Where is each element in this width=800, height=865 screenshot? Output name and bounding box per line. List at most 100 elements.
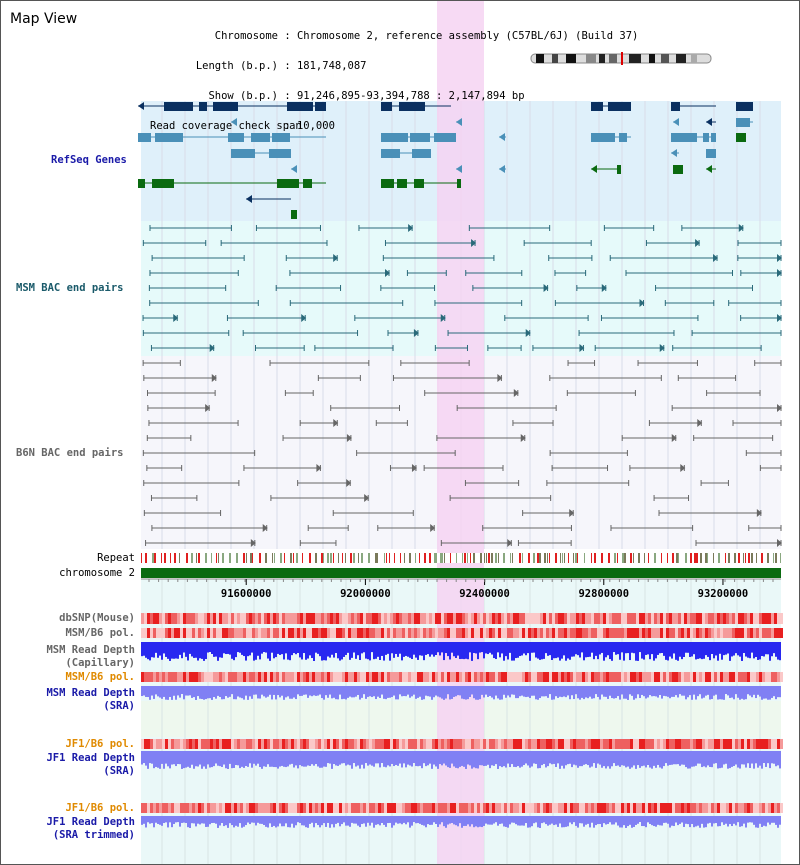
msm-depth-capillary-bar (179, 642, 181, 655)
jf1-depth-trimmed-bar (399, 816, 401, 824)
refseq-genes-label[interactable]: RefSeq Genes (51, 154, 127, 166)
dbsnp-heat (393, 613, 396, 624)
dbsnp-heat (759, 613, 762, 624)
show-value: 91,246,895-93,394,788 : 2,147,894 bp (296, 90, 525, 102)
jf1-b6-pol-heat (237, 739, 240, 749)
jf1-b6-pol-heat (459, 739, 462, 749)
jf1-b6-pol-heat-2 (315, 803, 318, 813)
msm-depth-sra-bar (525, 686, 527, 698)
msm-depth-capillary-bar (429, 642, 431, 657)
msm-b6-pol-label-2[interactable]: MSM/B6 pol. (65, 671, 135, 683)
dbsnp-heat (261, 613, 264, 624)
jf1-depth-trimmed-label-1[interactable]: JF1 Read Depth (46, 816, 135, 828)
msm-b6-pol-heat-2 (204, 672, 207, 682)
jf1-b6-pol-heat (429, 739, 432, 749)
jf1-depth-sra-bar (197, 751, 199, 767)
jf1-depth-sra-bar (269, 751, 271, 767)
jf1-depth-sra-bar (749, 751, 751, 769)
msm-bac-arrow (777, 269, 782, 277)
jf1-b6-pol-heat-2 (411, 803, 414, 813)
dbsnp-heat (549, 613, 552, 624)
dbsnp-heat (510, 613, 513, 624)
msm-b6-pol-heat-2 (510, 672, 513, 682)
repeat-element (713, 553, 714, 563)
msm-depth-sra-bar (247, 686, 249, 700)
jf1-b6-pol-heat (162, 739, 165, 749)
jf1-depth-sra-bar (423, 751, 425, 764)
dbsnp-heat (177, 613, 180, 624)
msm-b6-pol-heat (225, 628, 228, 638)
msm-b6-pol-heat (660, 628, 663, 638)
jf1-depth-sra-bar (235, 751, 237, 766)
jf1-b6-pol-label-2[interactable]: JF1/B6 pol. (65, 802, 135, 814)
msm-b6-pol-heat-2 (732, 672, 735, 682)
jf1-b6-pol-heat (756, 739, 759, 749)
msm-b6-pol-heat (657, 628, 660, 638)
jf1-depth-trimmed-bar (757, 816, 759, 828)
jf1-b6-pol-heat-2 (771, 803, 774, 813)
jf1-b6-pol-heat-2 (756, 803, 759, 813)
jf1-b6-pol-heat (708, 739, 711, 749)
msm-b6-pol-heat-2 (258, 672, 261, 682)
msm-bac-label[interactable]: MSM BAC end pairs (16, 282, 124, 294)
dbsnp-heat (471, 613, 474, 624)
gene-exon (381, 133, 408, 142)
jf1-b6-pol-heat (159, 739, 162, 749)
msm-b6-pol-heat (594, 628, 597, 638)
dbsnp-label[interactable]: dbSNP(Mouse) (59, 612, 135, 624)
jf1-b6-pol-heat (300, 739, 303, 749)
repeat-element (444, 553, 445, 563)
msm-b6-pol-heat-2 (402, 672, 405, 682)
msm-depth-sra-bar (355, 686, 357, 697)
msm-depth-capillary-label-1[interactable]: MSM Read Depth (46, 644, 135, 656)
jf1-b6-pol-heat-2 (606, 803, 609, 813)
msm-depth-sra-bar (761, 686, 763, 700)
msm-b6-pol-heat-2 (492, 672, 495, 682)
msm-depth-sra-bar (505, 686, 507, 698)
coverage-row: Read coverage check span : 10,000 (150, 120, 335, 132)
repeat-element (229, 553, 231, 563)
jf1-depth-sra-bar (651, 751, 653, 769)
msm-b6-pol-label[interactable]: MSM/B6 pol. (65, 627, 135, 639)
msm-depth-capillary-bar (365, 642, 367, 659)
msm-b6-pol-heat-2 (240, 672, 243, 682)
jf1-depth-sra-label-1[interactable]: JF1 Read Depth (46, 752, 135, 764)
jf1-depth-sra-bar (499, 751, 501, 767)
msm-depth-sra-bar (339, 686, 341, 695)
msm-b6-pol-heat (276, 628, 279, 638)
msm-b6-pol-heat-2 (267, 672, 270, 682)
jf1-b6-pol-heat-2 (642, 803, 645, 813)
b6n-bac-label[interactable]: B6N BAC end pairs (16, 447, 124, 459)
jf1-depth-trimmed-bar (617, 816, 619, 826)
jf1-depth-sra-bar (335, 751, 337, 766)
dbsnp-heat (552, 613, 555, 624)
msm-depth-sra-bar (431, 686, 433, 700)
dbsnp-heat (228, 613, 231, 624)
jf1-depth-sra-bar (223, 751, 225, 765)
jf1-b6-pol-heat-2 (696, 803, 699, 813)
dbsnp-heat (333, 613, 336, 624)
b6n-bac-arrow (777, 404, 782, 412)
dbsnp-heat (750, 613, 753, 624)
msm-depth-sra-label-1[interactable]: MSM Read Depth (46, 687, 135, 699)
msm-depth-capillary-bar (773, 642, 775, 654)
b6n-bac-arrow (756, 509, 762, 517)
jf1-depth-trimmed-bar (317, 816, 319, 826)
repeat-element (745, 553, 746, 563)
dbsnp-heat (354, 613, 357, 624)
jf1-b6-pol-heat (288, 739, 291, 749)
jf1-depth-sra-bar (149, 751, 151, 764)
jf1-b6-pol-heat-2 (195, 803, 198, 813)
msm-depth-capillary-bar (589, 642, 591, 657)
msm-depth-capillary-bar (267, 642, 269, 659)
msm-b6-pol-heat (426, 628, 429, 638)
msm-depth-capillary-bar (497, 642, 499, 653)
msm-b6-pol-heat (345, 628, 348, 638)
msm-b6-pol-heat (690, 628, 693, 638)
jf1-b6-pol-heat (219, 739, 222, 749)
msm-b6-pol-heat (564, 628, 567, 638)
msm-b6-pol-heat (672, 628, 675, 638)
jf1-b6-pol-label[interactable]: JF1/B6 pol. (65, 738, 135, 750)
repeat-element (512, 553, 513, 563)
